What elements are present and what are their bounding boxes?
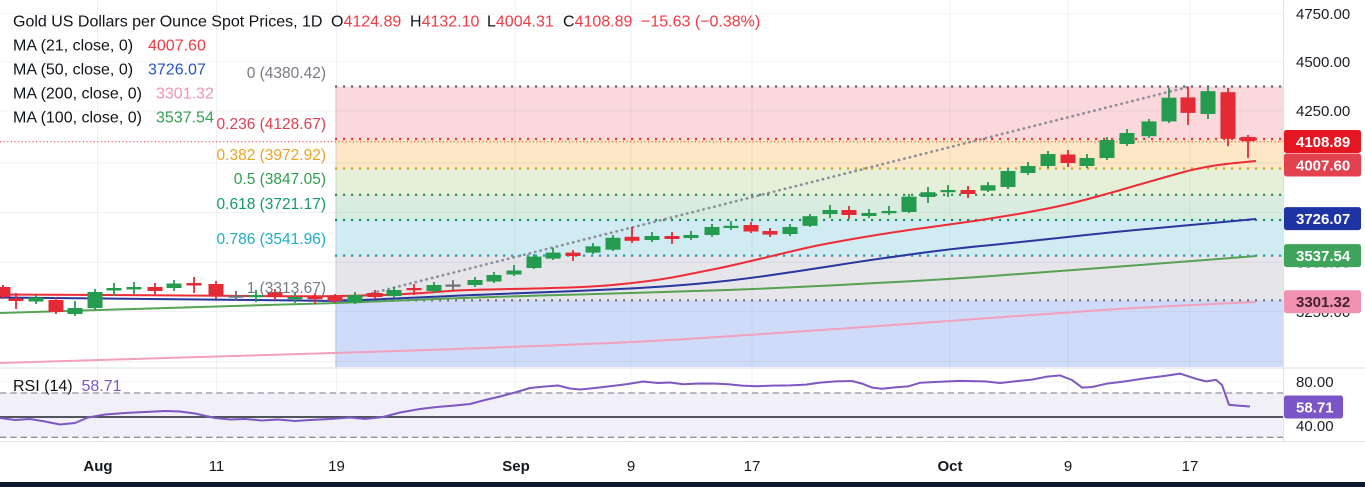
svg-text:9: 9: [1064, 458, 1072, 475]
svg-text:17: 17: [1182, 458, 1199, 475]
svg-text:3301.32: 3301.32: [1296, 294, 1350, 311]
svg-text:4108.89: 4108.89: [1296, 134, 1350, 151]
svg-text:3726.07: 3726.07: [1296, 211, 1350, 228]
svg-text:3537.54: 3537.54: [1296, 248, 1351, 265]
svg-text:MA (100, close, 0)3537.54: MA (100, close, 0) 3537.54: [13, 110, 214, 127]
svg-text:58.71: 58.71: [1296, 399, 1334, 416]
svg-text:0.786 (3541.96): 0.786 (3541.96): [217, 231, 326, 248]
svg-text:Gold US Dollars per Ounce Spot: Gold US Dollars per Ounce Spot Prices, 1…: [13, 14, 760, 31]
svg-text:9: 9: [627, 458, 635, 475]
svg-text:4250.00: 4250.00: [1296, 103, 1350, 120]
svg-text:11: 11: [209, 458, 225, 475]
svg-text:Aug: Aug: [83, 458, 112, 475]
svg-text:Sep: Sep: [502, 458, 530, 475]
svg-text:19: 19: [328, 458, 345, 475]
svg-text:4500.00: 4500.00: [1296, 54, 1350, 71]
svg-text:MA (21, close, 0)4007.60: MA (21, close, 0) 4007.60: [13, 38, 206, 55]
svg-text:80.00: 80.00: [1296, 374, 1334, 391]
svg-text:Oct: Oct: [937, 458, 962, 475]
svg-text:0.618 (3721.17): 0.618 (3721.17): [217, 196, 326, 213]
svg-text:4007.60: 4007.60: [1296, 157, 1350, 174]
svg-text:RSI (14) 58.71: RSI (14) 58.71: [13, 378, 122, 395]
svg-text:MA (50, close, 0)3726.07: MA (50, close, 0) 3726.07: [13, 62, 206, 79]
svg-text:17: 17: [744, 458, 761, 475]
svg-text:4750.00: 4750.00: [1296, 6, 1350, 23]
svg-text:40.00: 40.00: [1296, 418, 1334, 435]
svg-text:0.236 (4128.67): 0.236 (4128.67): [217, 116, 326, 133]
svg-text:1 (3313.67): 1 (3313.67): [247, 280, 326, 297]
svg-text:MA (200, close, 0)3301.32: MA (200, close, 0) 3301.32: [13, 86, 214, 103]
svg-text:0 (4380.42): 0 (4380.42): [247, 65, 326, 82]
svg-text:0.5 (3847.05): 0.5 (3847.05): [234, 171, 326, 188]
svg-text:0.382 (3972.92): 0.382 (3972.92): [217, 147, 326, 164]
